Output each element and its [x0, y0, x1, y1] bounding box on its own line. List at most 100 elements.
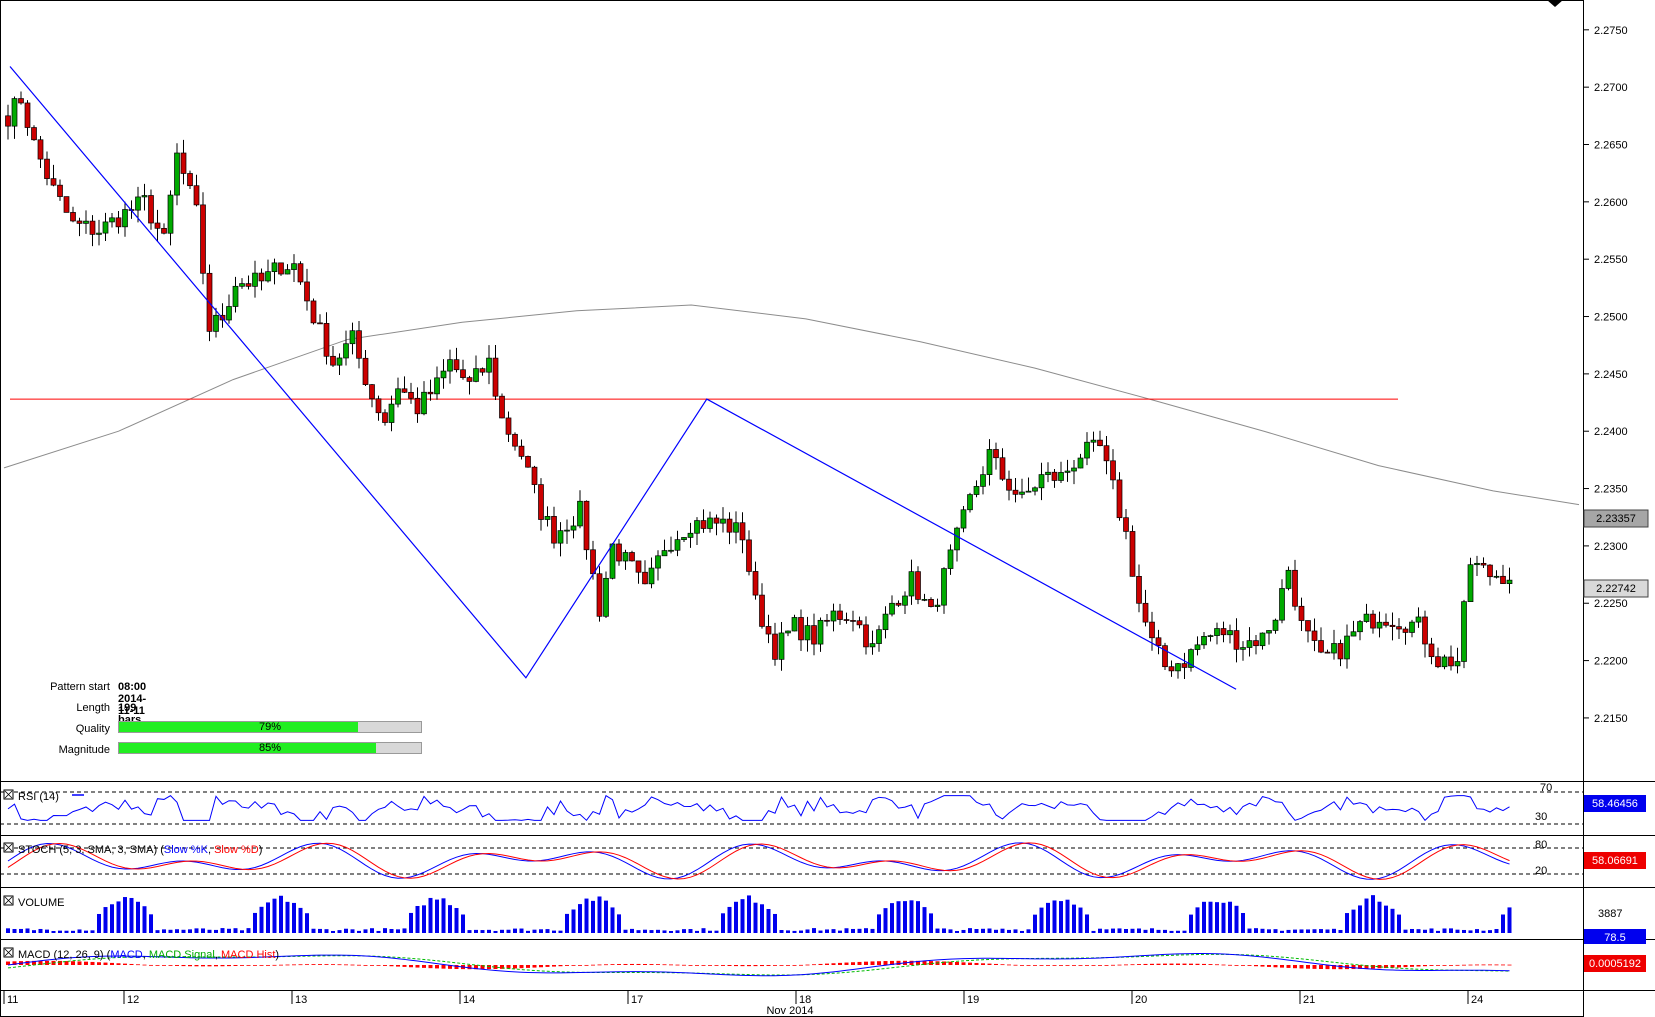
- candle: [1149, 611, 1155, 651]
- candle-down: [700, 520, 707, 529]
- volume-bar: [266, 902, 270, 933]
- volume-bar: [929, 913, 933, 933]
- quality-bar: 79%: [118, 721, 422, 733]
- macd-hist-bar: [12, 961, 17, 965]
- macd-hist-bar: [1260, 965, 1265, 967]
- candle: [876, 625, 882, 652]
- candle: [889, 595, 895, 617]
- candle-down: [1051, 471, 1058, 481]
- day-label: 14: [463, 994, 475, 1006]
- macd-hist-bar: [344, 964, 348, 966]
- volume-bar: [344, 928, 348, 933]
- macd-hist-bar: [428, 965, 433, 969]
- volume-bar: [1468, 930, 1473, 933]
- macd-hist-bar: [1312, 965, 1317, 969]
- candle-down: [538, 484, 544, 520]
- day-label: 20: [1135, 994, 1147, 1006]
- macd-hist-bar: [922, 960, 927, 965]
- macd-hist-bar: [1078, 965, 1083, 966]
- candle-down: [304, 281, 310, 302]
- macd-hist-bar: [1124, 964, 1128, 966]
- macd-hist-bar: [909, 960, 914, 965]
- candle-down: [356, 330, 362, 359]
- candle: [83, 210, 89, 234]
- candle: [778, 621, 785, 671]
- volume-bar: [1475, 929, 1479, 933]
- candle: [388, 395, 395, 432]
- candle-down: [531, 466, 538, 485]
- volume-bar: [1221, 902, 1226, 933]
- volume-bar: [1481, 930, 1486, 933]
- stoch-value-label: 58.06691: [1584, 852, 1646, 869]
- candle-down: [148, 195, 154, 224]
- candle: [1337, 639, 1344, 667]
- volume-bar: [227, 928, 231, 933]
- macd-hist-bar: [311, 964, 316, 965]
- volume-bar: [1241, 912, 1245, 933]
- volume-bar: [604, 900, 608, 933]
- candle: [343, 330, 349, 366]
- candle: [284, 264, 291, 275]
- day-label: 12: [127, 994, 139, 1006]
- candle-up: [102, 221, 109, 234]
- candle-up: [889, 602, 895, 615]
- candle: [1370, 610, 1376, 634]
- candle-up: [564, 529, 570, 532]
- candle: [1344, 624, 1350, 669]
- volume-bar: [968, 928, 972, 933]
- macd-hist-bar: [1033, 965, 1037, 966]
- macd-hist-bar: [155, 965, 160, 966]
- volume-bar: [1442, 928, 1447, 933]
- macd-hist-bar: [1065, 965, 1070, 966]
- volume-bar: [389, 928, 394, 933]
- candle: [694, 517, 700, 546]
- scroll-arrow-icon[interactable]: [1547, 0, 1563, 7]
- candle-down: [798, 617, 804, 641]
- candle: [1090, 431, 1097, 452]
- moving-average-line: [3, 304, 1580, 506]
- candle-down: [765, 626, 772, 635]
- candle-up: [284, 269, 291, 275]
- macd-hist-bar: [870, 961, 875, 965]
- candle: [349, 322, 356, 355]
- candle-up: [135, 196, 141, 211]
- candle-up: [265, 271, 271, 282]
- candle-down: [57, 184, 63, 197]
- candle-down: [1435, 656, 1441, 668]
- candle: [687, 522, 694, 548]
- candle: [1461, 599, 1467, 669]
- volume-bar: [142, 906, 147, 933]
- candle: [1142, 589, 1149, 627]
- candle: [239, 278, 245, 289]
- candle: [817, 617, 824, 652]
- macd-line: [7, 953, 1510, 977]
- volume-bar: [669, 930, 673, 933]
- macd-hist-bar: [142, 964, 147, 966]
- macd-hist-bar: [1384, 965, 1388, 969]
- candle-down: [863, 624, 869, 648]
- volume-bar: [272, 898, 277, 933]
- candle-up: [557, 530, 564, 544]
- candle: [661, 539, 668, 557]
- macd-hist-bar: [305, 964, 309, 966]
- volume-bar: [1202, 901, 1206, 933]
- candle: [336, 353, 343, 376]
- candle-down: [245, 283, 252, 287]
- macd-hist-bar: [1455, 964, 1460, 966]
- volume-bar: [591, 900, 595, 933]
- volume-bar: [188, 929, 192, 933]
- macd-hist-bar: [1293, 965, 1297, 969]
- volume-bar: [279, 895, 283, 933]
- candle-up: [882, 613, 889, 631]
- macd-hist-bar: [1052, 965, 1057, 966]
- candle: [1246, 627, 1253, 657]
- macd-hist-bar: [623, 963, 628, 965]
- volume-bar: [662, 930, 667, 933]
- volume-bar: [1007, 929, 1011, 933]
- candle-down: [642, 571, 648, 585]
- candle-down: [1402, 628, 1409, 633]
- candle: [492, 344, 499, 401]
- candle: [1188, 648, 1194, 672]
- macd-hist-bar: [688, 965, 693, 966]
